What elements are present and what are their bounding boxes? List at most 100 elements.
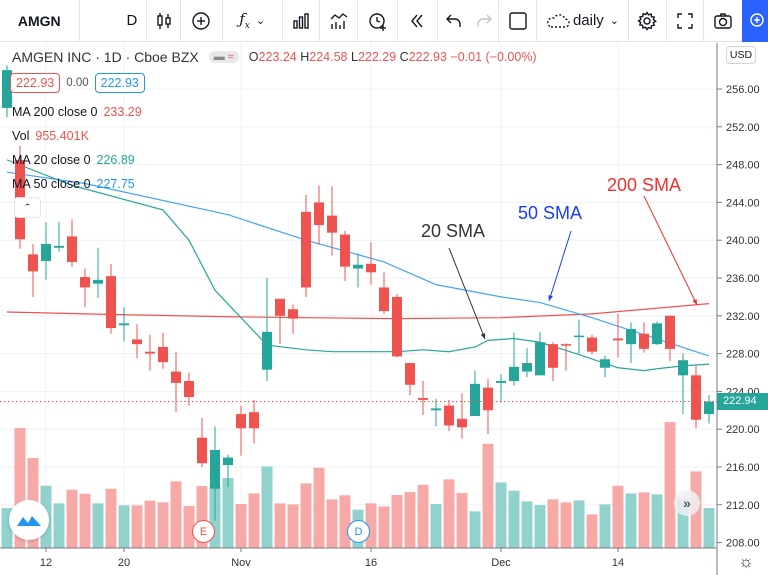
- template-label: daily: [572, 12, 604, 29]
- legend-header: AMGEN INC · 1D · Cboe BZX ▬ ≈ O223.24 H2…: [12, 49, 537, 65]
- settings-button[interactable]: [629, 0, 667, 42]
- candle-body: [223, 457, 233, 466]
- gear-icon: [637, 10, 658, 31]
- sell-price-button[interactable]: 222.93: [10, 73, 61, 93]
- undo-icon: [445, 14, 461, 27]
- candle-body: [132, 339, 142, 345]
- layout-button[interactable]: [499, 0, 538, 42]
- candle-body: [314, 202, 324, 226]
- volume-bar: [313, 467, 325, 548]
- candle-body: [535, 342, 545, 376]
- candle-body: [600, 359, 610, 368]
- candle-body: [340, 234, 350, 267]
- financials-button[interactable]: [320, 0, 359, 42]
- bid-ask-row: 222.93 0.00 222.93: [10, 73, 145, 93]
- collapse-legend-button[interactable]: ˆ: [14, 197, 41, 218]
- volume-bar: [287, 504, 299, 548]
- ideas-button[interactable]: [742, 0, 768, 42]
- candle-body: [249, 412, 259, 429]
- snapshot-button[interactable]: [704, 0, 742, 42]
- tradingview-logo[interactable]: [9, 500, 49, 540]
- undo-button[interactable]: [438, 0, 470, 42]
- volume-bar: [482, 443, 494, 548]
- earnings-marker[interactable]: E: [192, 520, 215, 543]
- candle-body: [678, 360, 688, 376]
- candles-icon: [156, 12, 171, 29]
- annotation-50-sma: 50 SMA: [518, 203, 583, 223]
- add-compare-icon: [192, 11, 211, 30]
- candle-body: [262, 331, 272, 370]
- ohlc-values: O223.24 H224.58 L222.29 C222.93 −0.01 (−…: [248, 50, 537, 64]
- volume-bar: [222, 478, 234, 548]
- candle-body: [119, 323, 129, 326]
- symbol-label: AMGN: [17, 12, 61, 29]
- volume-bar: [586, 514, 598, 548]
- volume-bar: [66, 489, 78, 548]
- redo-button[interactable]: [470, 0, 500, 42]
- candle-body: [665, 315, 675, 349]
- indicators-button[interactable]: ƒx ⌄: [223, 0, 283, 42]
- replay-icon: [411, 14, 423, 27]
- currency-button[interactable]: USD: [726, 46, 756, 64]
- candle-body: [652, 323, 662, 345]
- candle-body: [171, 371, 181, 383]
- fullscreen-button[interactable]: [667, 0, 705, 42]
- volume-bar: [261, 466, 273, 548]
- legend-toggle[interactable]: ▬ ≈: [208, 51, 239, 63]
- volume-bar: [677, 498, 689, 548]
- alert-button[interactable]: [358, 0, 398, 42]
- chart-type-button[interactable]: [147, 0, 182, 42]
- candle-body: [184, 381, 194, 398]
- volume-bar: [131, 505, 143, 548]
- volume-legend[interactable]: Vol 955.401K: [12, 129, 89, 143]
- time-tick-label: Nov: [231, 557, 251, 569]
- buy-price-button[interactable]: 222.93: [94, 73, 145, 93]
- volume-bar: [118, 505, 130, 548]
- arrow-20-sma-head: [480, 333, 486, 339]
- scroll-to-realtime-button[interactable]: »: [674, 490, 700, 516]
- candle-body: [639, 333, 649, 349]
- candle-body: [353, 264, 363, 269]
- candle-body: [275, 298, 285, 316]
- candle-body: [509, 366, 519, 382]
- volume-bar: [300, 483, 312, 548]
- price-tick-label: 244.00: [726, 197, 760, 209]
- symbol-search-button[interactable]: AMGN: [0, 0, 80, 42]
- layout-square-icon: [509, 11, 527, 30]
- candle-body: [418, 398, 428, 400]
- volume-bar: [235, 504, 247, 548]
- volume-bar: [664, 422, 676, 548]
- template-button[interactable]: daily ⌄: [537, 0, 629, 42]
- volume-bar: [573, 500, 585, 548]
- ma200-legend[interactable]: MA 200 close 0 233.29: [12, 105, 142, 119]
- price-tick-label: 208.00: [726, 538, 760, 550]
- replay-button[interactable]: [398, 0, 438, 42]
- candle-body: [561, 344, 571, 346]
- ma50-legend[interactable]: MA 50 close 0 227.75: [12, 177, 135, 191]
- volume-bar: [170, 481, 182, 548]
- candle-body: [2, 70, 12, 108]
- candle-body: [626, 329, 636, 345]
- volume-bar: [521, 501, 533, 548]
- price-tick-label: 248.00: [726, 160, 760, 172]
- time-axis-settings-button[interactable]: ☼: [736, 552, 756, 572]
- ma20-legend[interactable]: MA 20 close 0 226.89: [12, 153, 135, 167]
- last-price-label: 222.94: [717, 393, 768, 410]
- candle-body: [704, 401, 714, 415]
- volume-bar: [430, 504, 442, 548]
- camera-icon: [714, 12, 732, 29]
- candle-body: [691, 375, 701, 420]
- compare-button[interactable]: [181, 0, 223, 42]
- volume-bar: [92, 503, 104, 548]
- dividend-marker[interactable]: D: [347, 520, 370, 543]
- lightbulb-icon: [750, 12, 764, 27]
- arrow-20-sma: [448, 247, 486, 340]
- price-tick-label: 220.00: [726, 424, 760, 436]
- arrow-200-sma: [643, 195, 698, 306]
- interval-button[interactable]: D: [80, 0, 148, 42]
- volume-bar: [534, 505, 546, 548]
- volume-bar: [196, 486, 208, 548]
- financials-icon: [330, 12, 348, 29]
- volume-bar: [456, 493, 468, 548]
- bar-chart-button[interactable]: [283, 0, 321, 42]
